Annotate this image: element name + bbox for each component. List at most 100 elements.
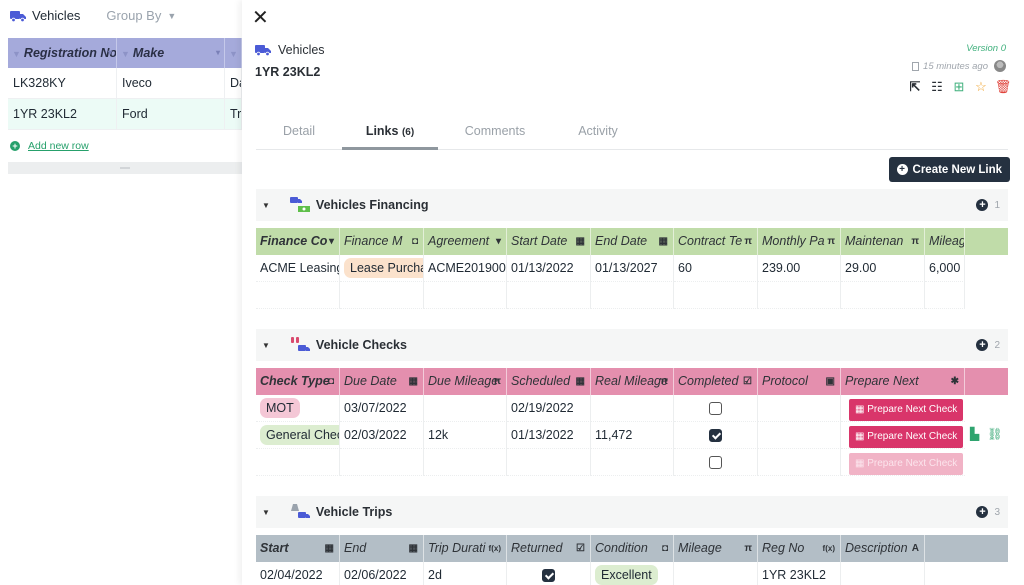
tab-links[interactable]: Links (6) [342,118,438,150]
column-header[interactable]: Mileage π [674,535,758,562]
star-icon[interactable]: ☆ [975,79,987,94]
completed-checkbox[interactable] [709,456,722,469]
group-by-button[interactable]: Group By [106,8,162,23]
document-icon [912,61,920,71]
column-header[interactable]: Returned ☑ [507,535,591,562]
record-meta: Version 0 15 minutes ago [912,43,1006,72]
column-header[interactable]: Description A [841,535,925,562]
column-header[interactable]: Check Type ◘ [256,368,340,395]
filter-icon[interactable]: ▼ [121,49,130,59]
cell-partial[interactable]: Da [225,68,242,99]
tab-comments[interactable]: Comments [464,124,526,138]
status-chip: General Check [260,425,339,445]
cell-reg[interactable]: 1YR 23KL2 [8,99,117,130]
open-record-icon[interactable]: ▙ [970,427,980,441]
column-header[interactable]: End Date ▦ [591,228,674,255]
column-header[interactable]: Mileag [925,228,965,255]
tab-activity[interactable]: Activity [578,124,618,138]
column-header-make[interactable]: ▼ Make ▾ [117,38,225,68]
panel-resize-handle[interactable] [8,162,242,174]
column-header[interactable]: Due Mileage π [424,368,507,395]
row-tools: ▙ ⛓ [970,427,1002,441]
trash-icon[interactable]: 🗑 [994,79,1012,94]
record-table-name: Vehicles [255,43,325,57]
table-header: Check Type ◘ Due Date ▦ Due Mileage π Sched… [256,368,1008,395]
filter-icon[interactable]: ▼ [229,49,238,59]
grid-view-icon[interactable]: ⊞ [953,79,965,94]
collapse-caret-icon[interactable]: ▼ [262,507,270,517]
dropdown-icon[interactable]: ▾ [107,48,112,57]
cell-partial[interactable]: Tr [225,99,242,130]
section-vehicles-financing: ▼ Vehicles Financing +1 Finance Co ▾ Fina… [256,189,1008,309]
unlink-icon[interactable]: ⛓ [987,427,1003,441]
prepare-next-check-button[interactable]: ▦ Prepare Next Check [849,399,964,421]
version-label[interactable]: Version 0 [966,43,1006,54]
completed-checkbox[interactable] [709,402,722,415]
table-row[interactable]: MOT 03/07/2022 02/19/2022 ▦ Prepare Next… [256,395,1008,422]
dropdown-icon[interactable]: ▾ [215,48,220,57]
column-header[interactable]: Scheduled ▦ [507,368,591,395]
column-header-partial[interactable]: ▼ [225,38,242,68]
plus-circle-icon: + [896,164,908,175]
add-link-button[interactable]: +1 [976,199,1000,211]
section-header[interactable]: ▼ Vehicle Trips +3 [256,496,1008,528]
add-link-button[interactable]: +3 [976,506,1000,518]
filter-icon[interactable]: ▼ [12,49,21,59]
column-header[interactable]: Trip Durati f(x) [424,535,507,562]
close-icon[interactable]: ✕ [252,7,269,29]
table-row[interactable]: General Check 02/03/2022 12k 01/13/2022 … [256,422,1008,449]
table-row[interactable]: LK328KY Iveco Da [8,68,242,99]
table-row-empty[interactable] [256,282,1008,309]
collapse-caret-icon[interactable]: ▼ [262,200,270,210]
avatar[interactable] [994,60,1006,72]
truck-icon [255,45,271,56]
section-header[interactable]: ▼ Vehicle Checks +2 [256,329,1008,361]
column-header[interactable]: Condition ◘ [591,535,674,562]
binoculars-truck-icon [288,335,314,355]
create-new-link-button[interactable]: + Create New Link [888,157,1010,182]
add-link-button[interactable]: +2 [976,339,1000,351]
truck-icon [10,10,26,22]
column-header[interactable]: Protocol ▣ [758,368,841,395]
status-chip: Lease Purchase [344,258,423,278]
table-row-selected[interactable]: 1YR 23KL2 Ford Tr [8,99,242,130]
column-header[interactable]: Due Date ▦ [340,368,424,395]
column-header[interactable]: Contract Te π [674,228,758,255]
record-tabs: Detail Links (6) Comments Activity [256,118,1008,150]
column-header[interactable]: Monthly Pa π [758,228,841,255]
column-header[interactable]: Prepare Next ✱ [841,368,965,395]
column-header-registration[interactable]: ▼ Registration No ▾ [8,38,117,68]
prepare-next-check-button[interactable]: ▦ Prepare Next Check [849,426,964,448]
table-row[interactable]: ACME Leasing Lease Purchase ACME201900 0… [256,255,1008,282]
tab-detail[interactable]: Detail [283,124,315,138]
cell-make[interactable]: Ford [117,99,225,130]
column-header[interactable]: Agreement ▾ [424,228,507,255]
collapse-caret-icon[interactable]: ▼ [262,340,270,350]
returned-checkbox[interactable] [542,569,555,582]
cell-make[interactable]: Iveco [117,68,225,99]
column-header[interactable]: Maintenan π [841,228,925,255]
cell-reg[interactable]: LK328KY [8,68,117,99]
truck-money-icon [288,195,314,215]
trips-table: Start ▦ End ▦ Trip Durati f(x) Returned ☑ Co… [256,535,1008,585]
chevron-down-icon[interactable]: ▼ [167,10,177,21]
column-header[interactable]: Real Mileage π [591,368,674,395]
column-header[interactable]: Start ▦ [256,535,340,562]
table-row[interactable]: 02/04/2022 02/06/2022 2d Excellent 1YR 2… [256,562,1008,585]
column-header[interactable]: Start Date ▦ [507,228,591,255]
table-row[interactable]: ▦ Prepare Next Check [256,449,1008,476]
checks-table: Check Type ◘ Due Date ▦ Due Mileage π Sched… [256,368,1008,476]
grid-toolbar: Vehicles Group By ▼ [10,8,176,23]
open-external-icon[interactable]: ⇱ [909,79,921,94]
list-view-icon[interactable]: ☷ [931,79,943,94]
completed-checkbox[interactable] [709,429,722,442]
column-header[interactable]: Finance Co ▾ [256,228,340,255]
column-header[interactable]: Reg No f(x) [758,535,841,562]
column-header[interactable]: Finance M ◘ [340,228,424,255]
record-drawer: ✕ Vehicles 1YR 23KL2 Version 0 15 minute… [242,0,1024,585]
table-header: Start ▦ End ▦ Trip Durati f(x) Returned ☑ Co… [256,535,1008,562]
add-new-row-button[interactable]: + Add new row [10,140,89,152]
column-header[interactable]: End ▦ [340,535,424,562]
section-header[interactable]: ▼ Vehicles Financing +1 [256,189,1008,221]
column-header[interactable]: Completed ☑ [674,368,758,395]
